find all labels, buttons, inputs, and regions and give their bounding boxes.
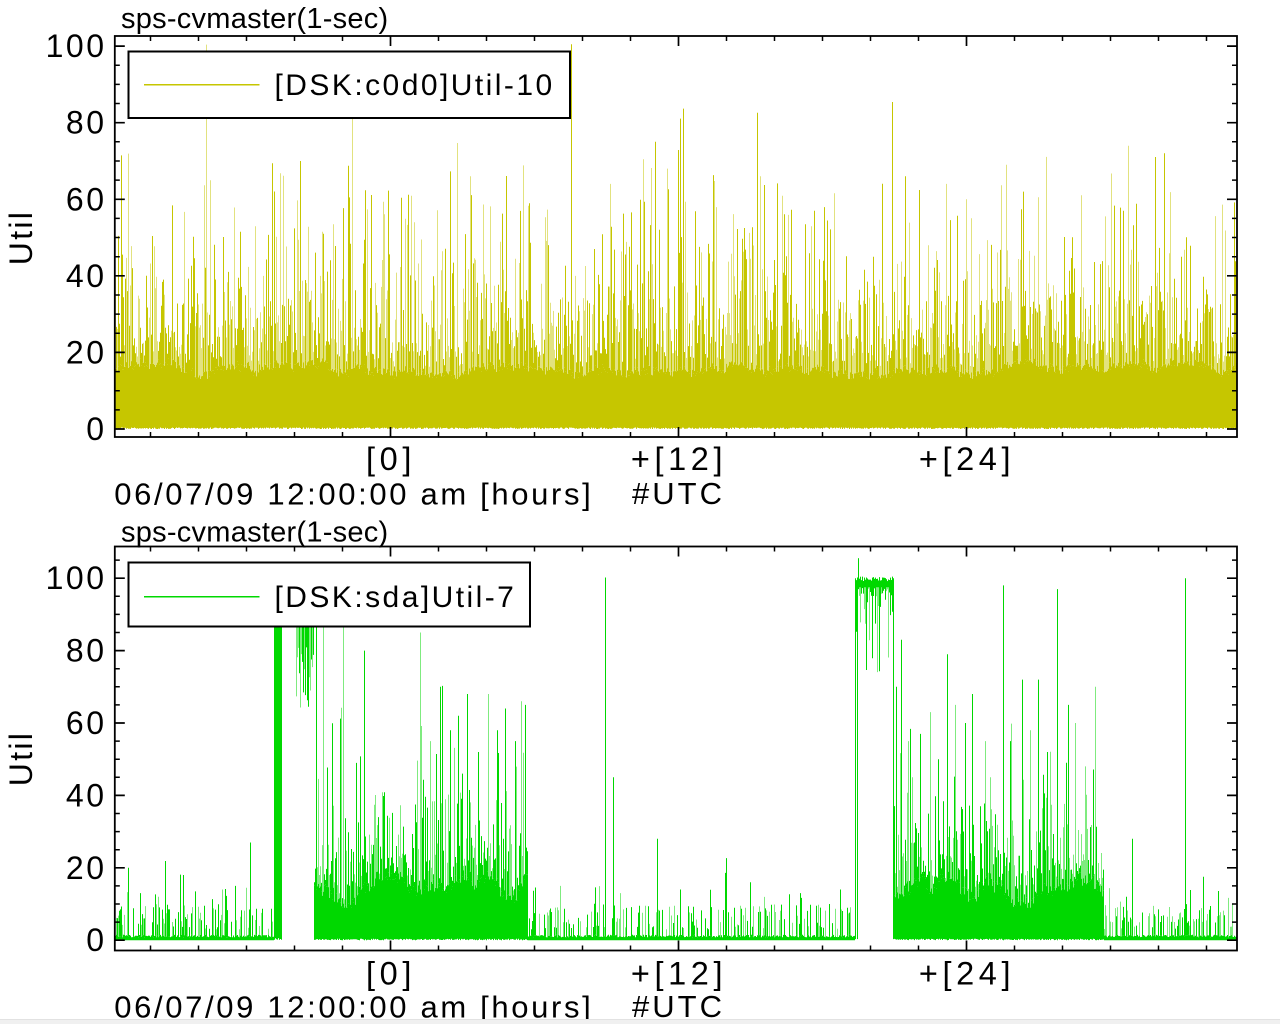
svg-text:60: 60 <box>66 181 107 217</box>
svg-text:06/07/09 12:00:00 am [hours]: 06/07/09 12:00:00 am [hours] <box>114 990 593 1024</box>
svg-text:+[24]: +[24] <box>919 441 1015 477</box>
svg-text:20: 20 <box>66 850 107 886</box>
svg-text:[0]: [0] <box>366 956 416 992</box>
svg-text:Util: Util <box>3 731 39 786</box>
svg-text:[0]: [0] <box>366 441 416 477</box>
svg-text:0: 0 <box>86 922 106 958</box>
svg-text:60: 60 <box>66 705 107 741</box>
svg-text:#UTC: #UTC <box>632 476 725 511</box>
svg-text:100: 100 <box>46 28 107 64</box>
svg-text:80: 80 <box>66 633 107 669</box>
svg-text:100: 100 <box>46 560 107 596</box>
svg-text:+[12]: +[12] <box>631 956 727 992</box>
svg-text:sps-cvmaster(1-sec): sps-cvmaster(1-sec) <box>121 517 388 549</box>
svg-text:[DSK:sda]Util-7: [DSK:sda]Util-7 <box>275 581 517 614</box>
svg-text:80: 80 <box>66 105 107 141</box>
svg-text:40: 40 <box>66 777 107 813</box>
svg-text:06/07/09 12:00:00 am [hours]: 06/07/09 12:00:00 am [hours] <box>114 477 593 512</box>
svg-text:[DSK:c0d0]Util-10: [DSK:c0d0]Util-10 <box>275 69 555 102</box>
svg-text:0: 0 <box>86 411 106 447</box>
svg-text:+[12]: +[12] <box>631 441 727 477</box>
svg-text:#UTC: #UTC <box>632 989 725 1024</box>
svg-text:20: 20 <box>66 334 107 370</box>
svg-text:+[24]: +[24] <box>919 956 1015 992</box>
svg-text:sps-cvmaster(1-sec): sps-cvmaster(1-sec) <box>121 3 388 35</box>
svg-text:Util: Util <box>3 210 39 265</box>
svg-text:40: 40 <box>66 258 107 294</box>
